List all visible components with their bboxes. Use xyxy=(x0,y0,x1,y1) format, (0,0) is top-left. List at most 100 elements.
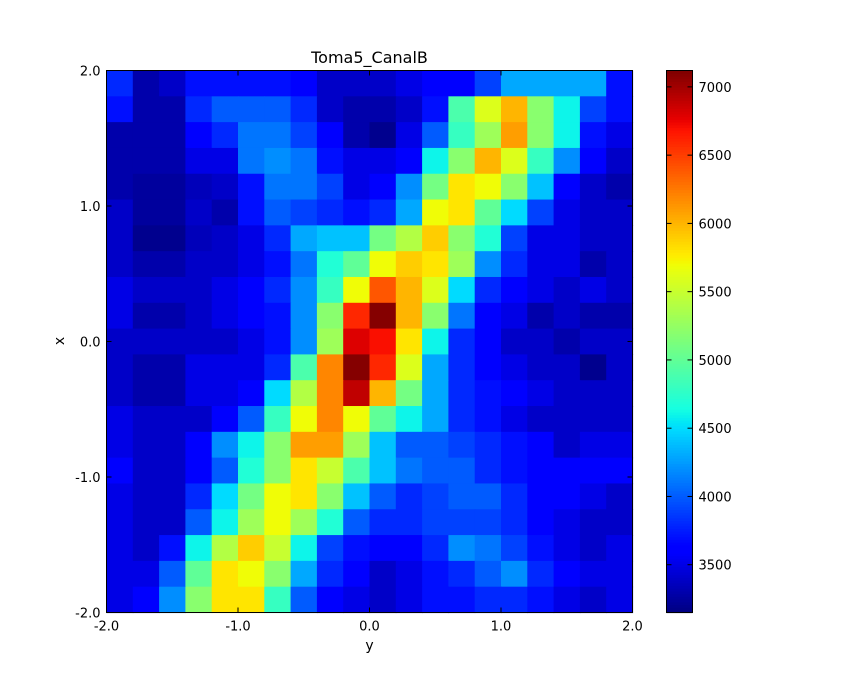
y-tick-label: -1.0 xyxy=(75,471,100,486)
heatmap-cell xyxy=(316,483,344,510)
heatmap-cell xyxy=(369,147,397,175)
heatmap-cell xyxy=(395,251,423,278)
heatmap-cell xyxy=(106,457,134,485)
colorbar-segment xyxy=(666,154,693,158)
colorbar-tick-label: 6000 xyxy=(699,217,732,232)
heatmap-cell xyxy=(264,509,292,536)
heatmap-cell xyxy=(290,96,318,123)
heatmap-cell xyxy=(185,354,213,381)
heatmap-cell xyxy=(316,457,344,485)
heatmap-cell xyxy=(343,560,371,588)
heatmap-cell xyxy=(395,96,423,123)
colorbar-segment xyxy=(666,176,693,180)
heatmap-cell xyxy=(211,96,239,123)
colorbar-segment xyxy=(666,73,693,77)
heatmap-cell xyxy=(264,535,292,562)
colorbar-segment xyxy=(666,211,693,215)
heatmap-cell xyxy=(501,457,528,485)
heatmap-cell xyxy=(132,70,160,97)
colorbar-segment xyxy=(666,124,693,129)
heatmap-cell xyxy=(395,535,423,562)
colorbar-segment xyxy=(666,290,693,294)
colorbar-segment xyxy=(666,376,693,381)
heatmap-cell xyxy=(264,586,292,614)
heatmap-cell xyxy=(422,535,449,562)
colorbar-segment xyxy=(666,100,693,104)
heatmap-cell xyxy=(474,431,502,459)
colorbar-segment xyxy=(666,444,693,448)
heatmap-cell xyxy=(422,199,449,226)
heatmap-cell xyxy=(185,535,213,562)
heatmap-cell xyxy=(316,173,344,201)
colorbar-segment xyxy=(666,138,693,142)
colorbar-segment xyxy=(666,146,693,150)
heatmap-cell xyxy=(264,70,292,97)
heatmap-cell xyxy=(132,96,160,123)
heatmap-cell xyxy=(106,122,134,149)
heatmap-cell xyxy=(159,276,186,304)
heatmap-cell xyxy=(422,431,449,459)
heatmap-cell xyxy=(369,199,397,226)
heatmap-cell xyxy=(106,96,134,123)
colorbar-segment xyxy=(666,360,693,364)
heatmap-cell xyxy=(553,483,581,510)
colorbar-segment xyxy=(666,300,693,305)
colorbar-segment xyxy=(666,214,693,218)
heatmap-cell xyxy=(369,586,397,614)
heatmap-cell xyxy=(606,302,634,330)
heatmap-cell xyxy=(316,535,344,562)
colorbar-segment xyxy=(666,235,693,240)
heatmap-cell xyxy=(343,354,371,381)
heatmap-cell xyxy=(474,380,502,407)
colorbar-segment xyxy=(666,187,693,191)
heatmap-cell xyxy=(316,586,344,614)
colorbar-segment xyxy=(666,241,693,245)
colorbar-segment xyxy=(666,601,693,605)
colorbar-segment xyxy=(666,542,693,546)
heatmap-cell xyxy=(316,354,344,381)
colorbar-segment xyxy=(666,579,693,584)
colorbar-segment xyxy=(666,135,693,139)
colorbar-segment xyxy=(666,116,693,120)
colorbar-segment xyxy=(666,482,693,486)
colorbar-segment xyxy=(666,78,693,82)
heatmap-cell xyxy=(185,173,213,201)
colorbar-segment xyxy=(666,197,693,202)
heatmap-cell xyxy=(369,96,397,123)
heatmap-cell xyxy=(606,96,634,123)
x-tick-label: 0.0 xyxy=(359,620,380,635)
heatmap-cell xyxy=(211,586,239,614)
heatmap-cell xyxy=(369,302,397,330)
heatmap-cell xyxy=(527,251,555,278)
colorbar-segment xyxy=(666,363,693,367)
heatmap-cell xyxy=(501,173,528,201)
colorbar-tick-label: 4500 xyxy=(699,422,732,437)
heatmap-cell xyxy=(211,406,239,433)
heatmap-cell xyxy=(132,251,160,278)
colorbar-segment xyxy=(666,585,693,589)
heatmap-cell xyxy=(395,457,423,485)
heatmap-cell xyxy=(606,380,634,407)
heatmap-cell xyxy=(422,96,449,123)
heatmap-cell xyxy=(527,457,555,485)
heatmap-cell xyxy=(106,199,134,226)
heatmap-cell xyxy=(238,483,265,510)
heatmap-cell xyxy=(369,70,397,97)
heatmap-cell xyxy=(474,147,502,175)
colorbar-segment xyxy=(666,495,693,500)
colorbar-segment xyxy=(666,157,693,161)
colorbar-segment xyxy=(666,552,693,557)
heatmap-cell xyxy=(579,70,607,97)
colorbar-segment xyxy=(666,571,693,576)
heatmap-cell xyxy=(422,354,449,381)
heatmap-cell xyxy=(579,509,607,536)
heatmap-cells xyxy=(106,70,634,614)
colorbar-segment xyxy=(666,338,693,343)
heatmap-cell xyxy=(132,122,160,149)
colorbar-segment xyxy=(666,471,693,475)
heatmap-cell xyxy=(474,122,502,149)
heatmap-cell xyxy=(238,380,265,407)
colorbar-segment xyxy=(666,468,693,473)
heatmap-cell xyxy=(395,560,423,588)
heatmap-cell xyxy=(290,457,318,485)
